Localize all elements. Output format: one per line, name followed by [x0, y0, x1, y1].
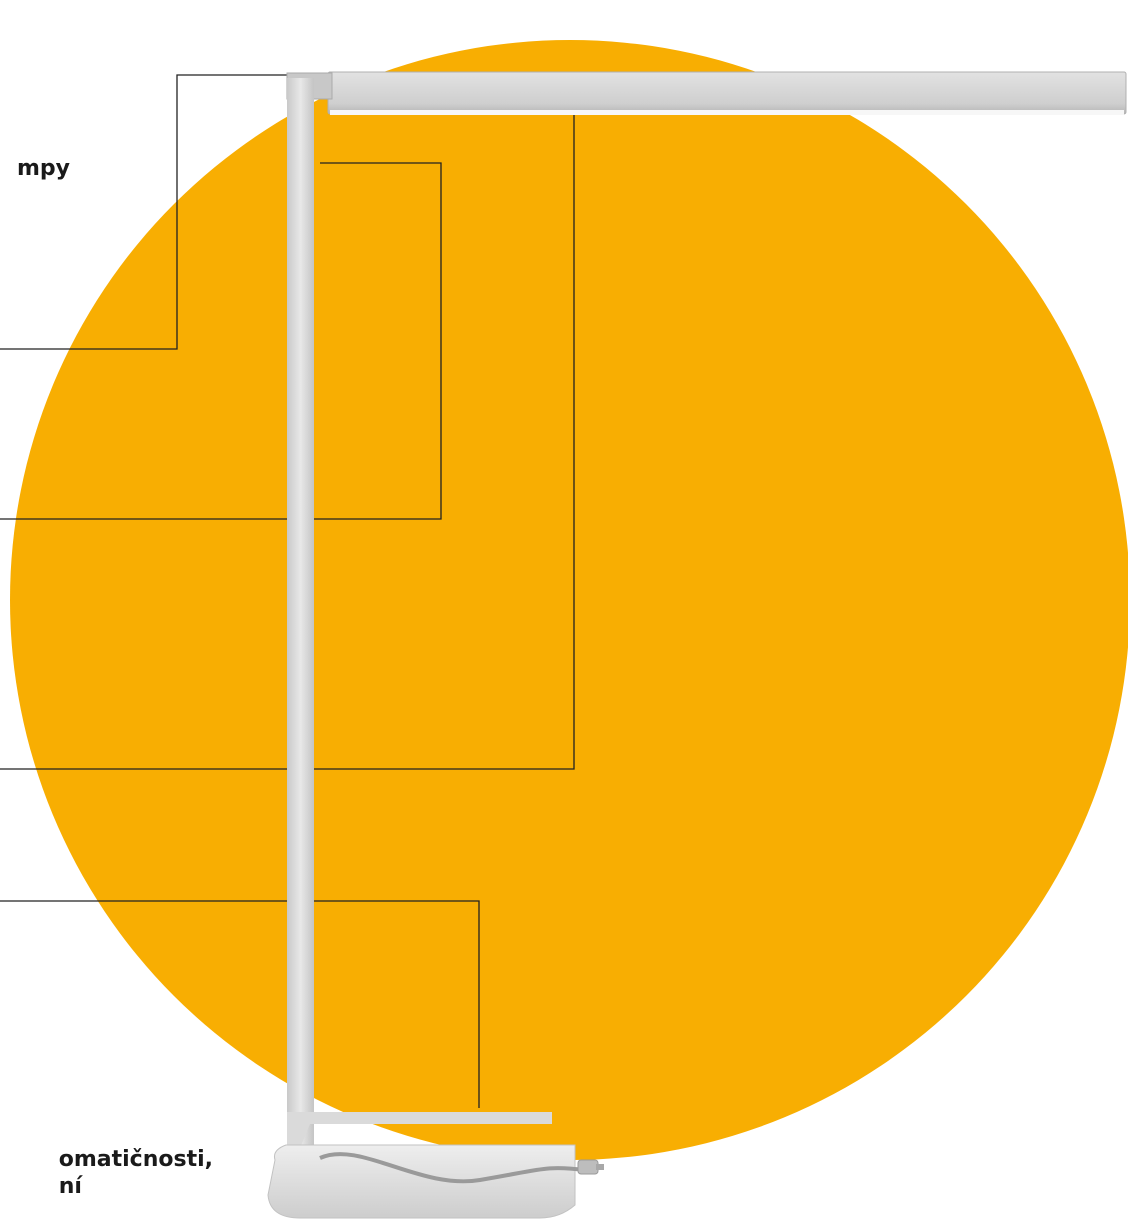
callout-label-lamp-head: mpy [17, 155, 70, 182]
callout-label-bottom-line2: ní [58, 1174, 82, 1199]
callout-line-joint [0, 74, 290, 350]
cable-plug-tip [596, 1164, 604, 1170]
callout-line-base [0, 900, 480, 1108]
lamp-base-foot [267, 1144, 576, 1219]
callout-line-pole [0, 162, 442, 520]
floor-lamp [267, 71, 1127, 1219]
lamp-base [287, 1112, 552, 1162]
callout-label-lamp-head-text: mpy [16, 156, 70, 181]
callout-label-bottom: omatičnosti, ní [59, 1146, 213, 1200]
callout-label-bottom-line1: omatičnosti, [58, 1147, 213, 1172]
lamp-head [327, 71, 1127, 115]
accent-circle [10, 40, 1128, 1160]
lamp-head-diffuser [330, 110, 1124, 115]
callout-lines [0, 74, 575, 1108]
callout-line-head [0, 115, 575, 770]
cable-plug [577, 1159, 599, 1175]
lamp-pole [287, 78, 314, 1158]
power-cable [319, 1152, 586, 1184]
